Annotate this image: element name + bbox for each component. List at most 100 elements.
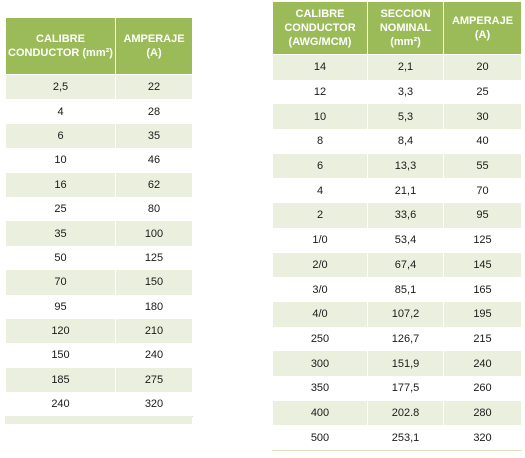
table-cell: 20 [443, 54, 522, 80]
table-cell: 100 [115, 221, 193, 246]
table-cell: 120 [5, 318, 116, 344]
header-cell: AMPERAJE (A) [443, 1, 522, 55]
table-row: 25 80 [5, 196, 193, 222]
table-row: 2 33,6 95 [272, 203, 522, 228]
table-cell: 250 [272, 326, 368, 352]
table-cell: 145 [443, 252, 522, 278]
table-cell: 4/0 [272, 301, 368, 327]
table-cell: 10 [5, 148, 116, 173]
table-row: 70 150 [5, 270, 193, 295]
header-cell: CALIBRE CONDUCTOR (AWG/MCM) [272, 1, 368, 55]
table-cell: 3/0 [272, 277, 368, 302]
table-cell: 280 [443, 400, 522, 426]
table-cell: 30 [443, 104, 522, 130]
table-cell: 70 [443, 178, 522, 204]
table-cell: 21,1 [367, 178, 444, 204]
table-row: 6 35 [5, 123, 193, 149]
table-cell: 85,1 [367, 277, 444, 302]
table-cell: 5,3 [367, 104, 444, 130]
table-row: 350 177,5 260 [272, 375, 522, 401]
table-cell: 16 [5, 172, 116, 197]
header-row: CALIBRE CONDUCTOR (mm²) AMPERAJE (A) [5, 17, 193, 75]
table-cell: 125 [443, 227, 522, 253]
table-row: 2/0 67,4 145 [272, 252, 522, 278]
table-cell: 253,1 [367, 425, 444, 452]
table-row: 500 253,1 320 [272, 425, 522, 452]
table-row: 250 126,7 215 [272, 326, 522, 352]
table-cell: 400 [272, 400, 368, 426]
table-row: 120 210 [5, 318, 193, 344]
table-row: 1/0 53,4 125 [272, 227, 522, 253]
header-cell: AMPERAJE (A) [115, 17, 193, 75]
awg-ampacity-table: CALIBRE CONDUCTOR (AWG/MCM) SECCION NOMI… [272, 1, 522, 452]
table-cell: 95 [443, 203, 522, 228]
table-cell: 12 [272, 79, 368, 105]
table-cell: 320 [443, 425, 522, 452]
table-cell: 300 [272, 351, 368, 376]
table-cell: 177,5 [367, 375, 444, 401]
table-cell: 240 [5, 392, 116, 418]
table-cell: 22 [115, 74, 193, 100]
table-cell: 80 [115, 196, 193, 222]
table-row: 185 275 [5, 367, 193, 393]
table-cell: 3,3 [367, 79, 444, 105]
table-cell: 202.8 [367, 400, 444, 426]
table-cell: 2 [272, 203, 368, 228]
table-cell: 2,5 [5, 74, 116, 100]
table-cell: 195 [443, 301, 522, 327]
table-cell: 215 [443, 326, 522, 352]
table-cell: 350 [272, 375, 368, 401]
header-cell: CALIBRE CONDUCTOR (mm²) [5, 17, 116, 75]
table-row: 10 5,3 30 [272, 104, 522, 130]
metric-ampacity-table: CALIBRE CONDUCTOR (mm²) AMPERAJE (A) 2,5… [5, 17, 193, 418]
table-cell: 4 [5, 99, 116, 124]
table-cell: 8,4 [367, 129, 444, 154]
table-cell: 180 [115, 294, 193, 319]
table-cell: 35 [115, 123, 193, 149]
table-row: 240 320 [5, 392, 193, 418]
table-cell: 150 [5, 343, 116, 368]
table-cell: 1/0 [272, 227, 368, 253]
table-cell: 95 [5, 294, 116, 319]
table-cell: 2/0 [272, 252, 368, 278]
table-row: 8 8,4 40 [272, 129, 522, 154]
table-row: 4 28 [5, 99, 193, 124]
table-cell: 150 [115, 270, 193, 295]
table-row: 6 13,3 55 [272, 153, 522, 179]
table-cell: 55 [443, 153, 522, 179]
table-cell: 46 [115, 148, 193, 173]
table-row: 10 46 [5, 148, 193, 173]
table-cell: 240 [115, 343, 193, 368]
table-cell: 62 [115, 172, 193, 197]
table-cell: 125 [115, 245, 193, 271]
table-cell: 320 [115, 392, 193, 418]
table-cell: 10 [272, 104, 368, 130]
table-cell: 185 [5, 367, 116, 393]
table-cell: 25 [5, 196, 116, 222]
table-cell: 28 [115, 99, 193, 124]
table-row: 4/0 107,2 195 [272, 301, 522, 327]
table-cell: 8 [272, 129, 368, 154]
table-cell: 275 [115, 367, 193, 393]
header-row: CALIBRE CONDUCTOR (AWG/MCM) SECCION NOMI… [272, 1, 522, 55]
header-cell: SECCION NOMINAL (mm²) [367, 1, 444, 55]
table-cell: 6 [5, 123, 116, 149]
table-cell: 126,7 [367, 326, 444, 352]
table-cell: 53,4 [367, 227, 444, 253]
table-cell: 107,2 [367, 301, 444, 327]
table-cell: 35 [5, 221, 116, 246]
table-row: 35 100 [5, 221, 193, 246]
table-row: 12 3,3 25 [272, 79, 522, 105]
table-cell: 4 [272, 178, 368, 204]
table-row: 4 21,1 70 [272, 178, 522, 204]
table-cell: 210 [115, 318, 193, 344]
table-row: 150 240 [5, 343, 193, 368]
table-cell: 25 [443, 79, 522, 105]
table-row: 300 151,9 240 [272, 351, 522, 376]
table-cell: 14 [272, 54, 368, 80]
table-cell: 70 [5, 270, 116, 295]
table-cell: 6 [272, 153, 368, 179]
table-cell: 13,3 [367, 153, 444, 179]
table-cell: 165 [443, 277, 522, 302]
table-cell: 2,1 [367, 54, 444, 80]
